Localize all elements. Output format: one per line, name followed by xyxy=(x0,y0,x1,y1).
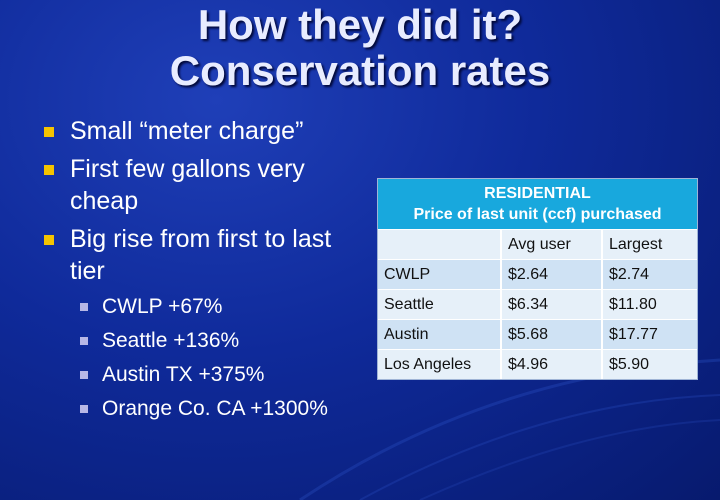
bullet-text: Big rise from first to last tier xyxy=(70,225,332,285)
bullet-text: Small “meter charge” xyxy=(70,117,304,145)
sub-bullet-text: Orange Co. CA +1300% xyxy=(102,397,328,420)
table-cell: $2.64 xyxy=(502,260,603,289)
bullet-square-icon xyxy=(44,165,54,175)
sub-bullet-item: Seattle +136% xyxy=(80,327,354,354)
table-cell: $17.77 xyxy=(609,325,658,343)
table-row: Los Angeles $4.96 $5.90 xyxy=(378,349,697,379)
price-table: RESIDENTIAL Price of last unit (ccf) pur… xyxy=(377,178,698,380)
table-row: Seattle $6.34 $11.80 xyxy=(378,289,697,319)
title-line-2: Conservation rates xyxy=(169,47,551,94)
sub-bullet-item: CWLP +67% xyxy=(80,293,354,320)
table-cell: $11.80 xyxy=(609,295,657,313)
table-cell: $5.68 xyxy=(502,320,603,349)
table-column-header: Largest xyxy=(609,235,663,253)
bullet-item: Big rise from first to last tier xyxy=(44,223,354,287)
table-row: Austin $5.68 $17.77 xyxy=(378,319,697,349)
table-cell: Austin xyxy=(378,320,502,349)
sub-bullet-square-icon xyxy=(80,303,88,311)
slide-title: How they did it? Conservation rates xyxy=(0,2,720,94)
sub-bullet-text: Austin TX +375% xyxy=(102,363,265,386)
sub-bullet-square-icon xyxy=(80,337,88,345)
table-header-title: RESIDENTIAL xyxy=(484,185,591,202)
table-column-header-row: Avg user Largest xyxy=(378,229,697,259)
table-column-header xyxy=(378,230,502,259)
table-cell: $5.90 xyxy=(609,355,650,373)
table-cell: $4.96 xyxy=(502,350,603,379)
sub-bullet-text: CWLP +67% xyxy=(102,295,223,318)
bullet-text: First few gallons very cheap xyxy=(70,155,305,215)
table-cell: $6.34 xyxy=(502,290,603,319)
table-cell: $2.74 xyxy=(609,265,650,283)
table-header-subtitle: Price of last unit (ccf) purchased xyxy=(413,206,662,223)
bullet-item: First few gallons very cheap xyxy=(44,153,354,217)
table-cell: Seattle xyxy=(378,290,502,319)
table-cell: CWLP xyxy=(378,260,502,289)
table-column-header: Avg user xyxy=(502,230,603,259)
sub-bullet-square-icon xyxy=(80,371,88,379)
sub-bullet-item: Austin TX +375% xyxy=(80,361,354,388)
table-cell: Los Angeles xyxy=(378,350,502,379)
bullet-square-icon xyxy=(44,235,54,245)
table-header: RESIDENTIAL Price of last unit (ccf) pur… xyxy=(378,179,697,229)
bullet-square-icon xyxy=(44,127,54,137)
bullet-list: Small “meter charge” First few gallons v… xyxy=(44,115,354,429)
sub-bullet-square-icon xyxy=(80,405,88,413)
bullet-item: Small “meter charge” xyxy=(44,115,354,147)
title-line-1: How they did it? xyxy=(197,1,523,48)
sub-bullet-text: Seattle +136% xyxy=(102,329,240,352)
table-row: CWLP $2.64 $2.74 xyxy=(378,259,697,289)
sub-bullet-item: Orange Co. CA +1300% xyxy=(80,395,354,422)
